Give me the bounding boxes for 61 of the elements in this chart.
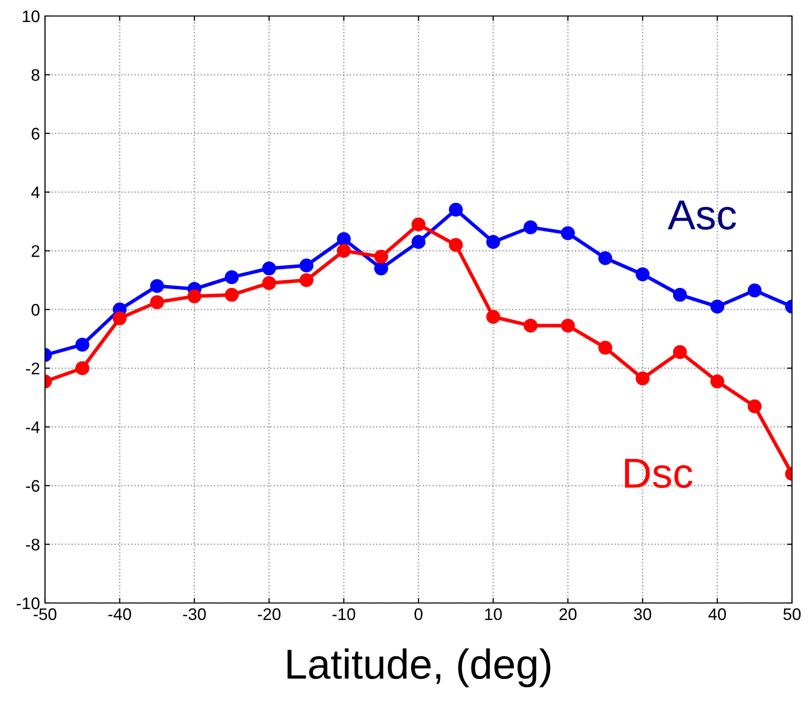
point (636, 267, 650, 282)
x-tick-label: 10 (485, 608, 502, 620)
x-tick-label: -30 (183, 608, 206, 620)
x-tick-label: -50 (34, 608, 56, 620)
x-axis-title: Latitude, (deg) (288, 648, 550, 688)
y-tick-label: -6 (26, 480, 40, 492)
y-tick-label: -8 (26, 538, 40, 551)
series-label: Asc (668, 200, 736, 230)
point (412, 235, 426, 249)
y-tick-label: -2 (26, 362, 40, 374)
point (112, 311, 127, 326)
x-tick-label: 20 (559, 608, 577, 620)
point (75, 338, 90, 352)
y-tick-label: 2 (32, 245, 40, 257)
point (560, 226, 575, 240)
x-tick-label: -10 (332, 608, 356, 620)
point (448, 238, 463, 252)
y-tick-label: -4 (26, 421, 40, 433)
point (598, 251, 612, 266)
point (673, 288, 687, 302)
point (187, 289, 202, 304)
point (300, 273, 314, 288)
point (486, 235, 500, 249)
y-tick-label: -10 (16, 597, 40, 610)
point (150, 295, 164, 310)
x-tick-label: -20 (258, 608, 280, 620)
point (748, 283, 762, 298)
y-tick-label: 6 (32, 128, 40, 140)
point (300, 258, 314, 272)
point (560, 318, 575, 333)
x-tick-label: 50 (783, 608, 801, 620)
series-label: Dsc (625, 458, 692, 488)
point (224, 288, 239, 302)
point (412, 217, 426, 232)
y-tick-label: 8 (32, 69, 40, 81)
y-tick-label: 0 (32, 304, 40, 316)
point (598, 340, 612, 355)
point (75, 361, 90, 376)
point (524, 220, 538, 234)
y-tick-label: 10 (22, 10, 40, 22)
point (150, 279, 164, 293)
point (224, 270, 239, 284)
point (748, 399, 762, 414)
point (336, 244, 351, 258)
point (374, 261, 388, 276)
point (336, 232, 351, 246)
point (262, 276, 276, 290)
point (524, 318, 538, 333)
point (486, 310, 500, 324)
x-tick-label: 30 (634, 608, 652, 620)
point (448, 202, 463, 217)
y-tick-label: 4 (31, 186, 40, 198)
point (710, 300, 724, 314)
x-tick-label: -40 (108, 608, 132, 620)
point (673, 345, 687, 359)
point (374, 250, 388, 264)
x-tick-label: 0 (414, 608, 422, 620)
x-tick-label: 40 (708, 608, 726, 620)
point (636, 372, 650, 386)
point (710, 374, 724, 388)
point (262, 261, 276, 276)
